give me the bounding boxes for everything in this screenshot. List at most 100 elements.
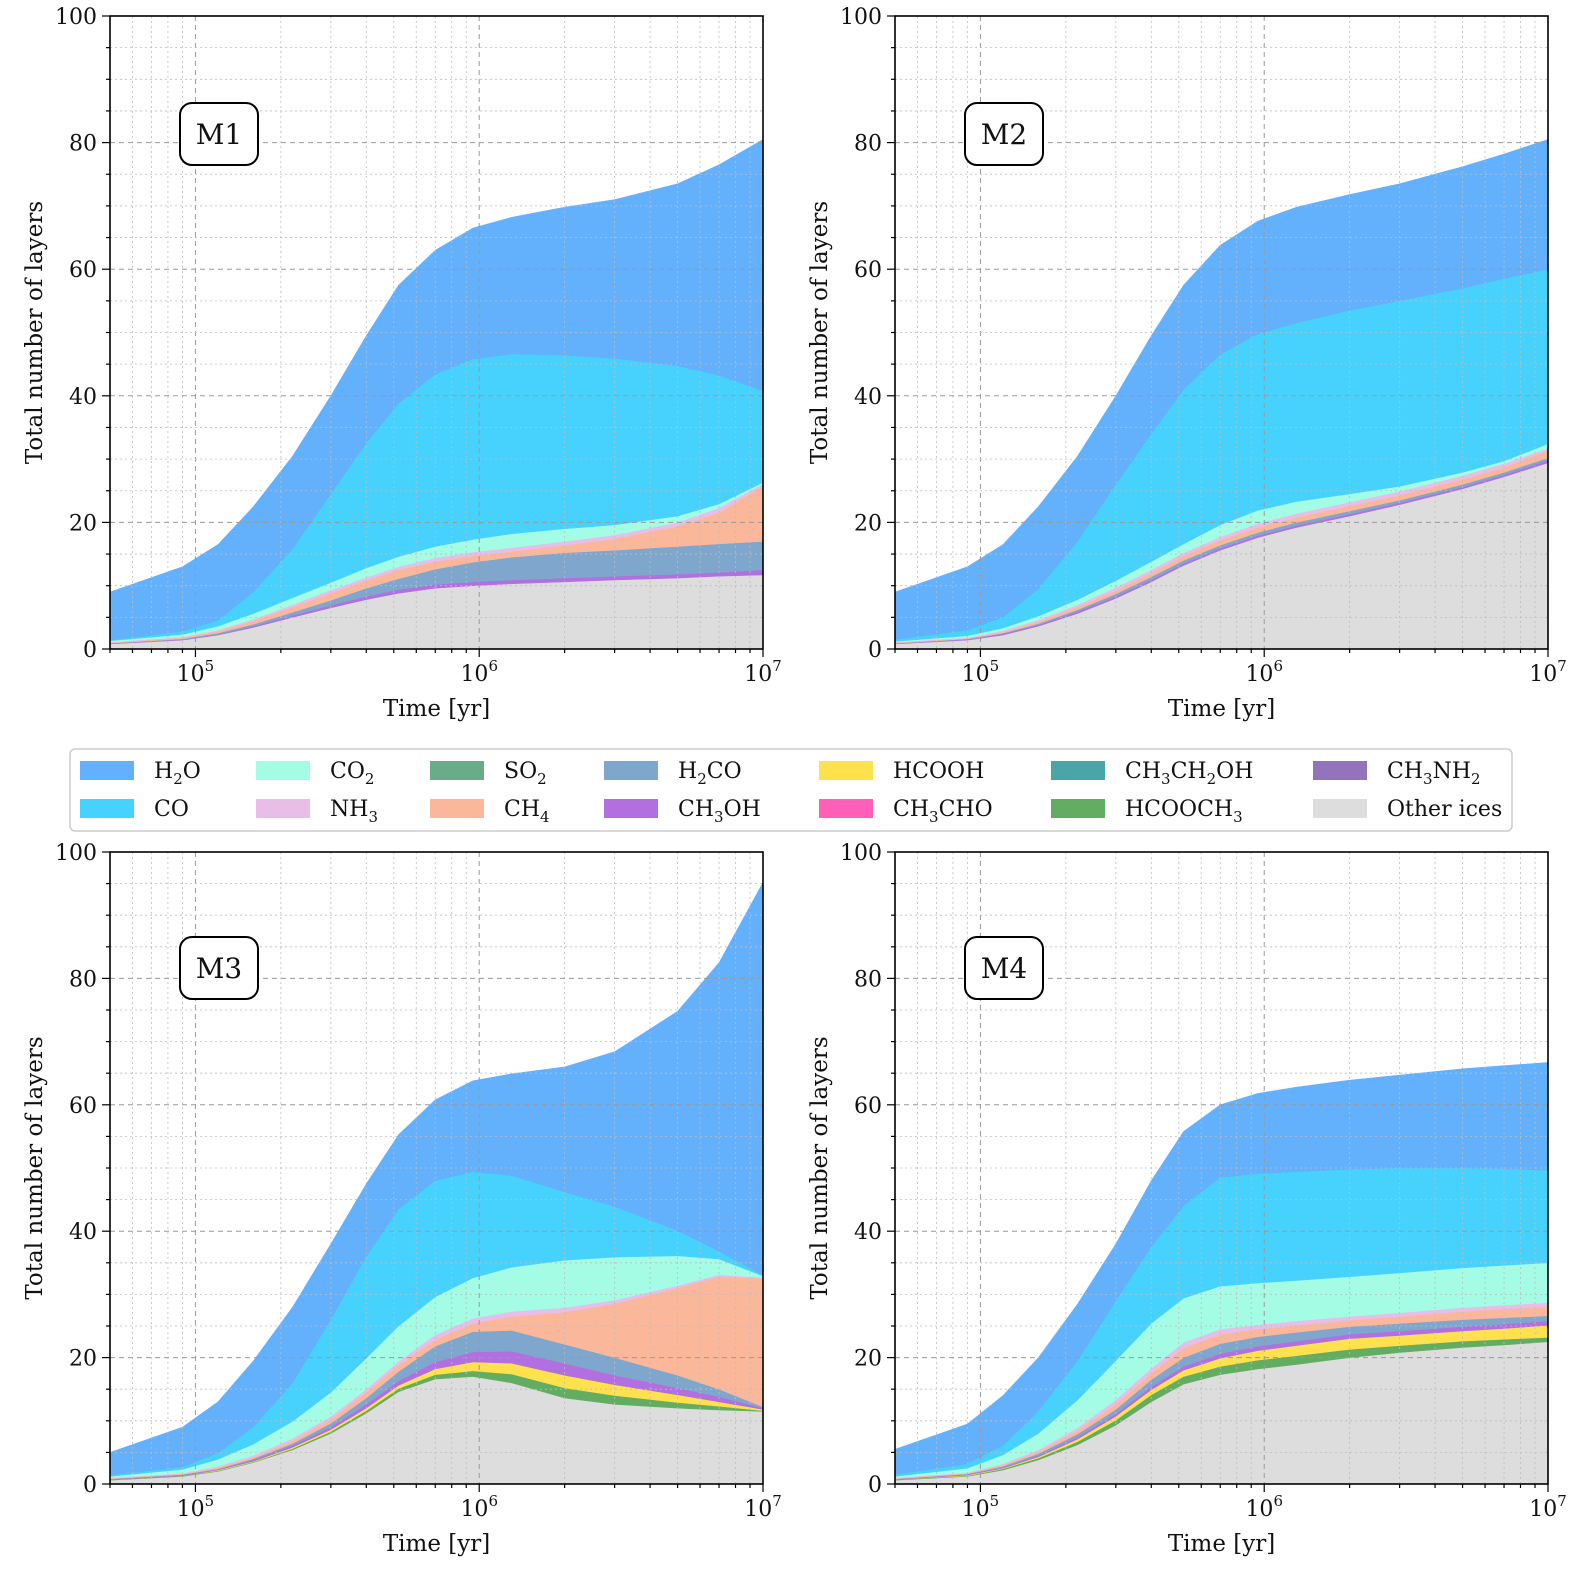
x-axis-label: Time [yr] — [383, 1531, 490, 1557]
legend-label: SO2 — [504, 759, 547, 788]
grid — [110, 852, 763, 1484]
y-tick-label: 20 — [69, 511, 97, 536]
panel-tag-box — [964, 102, 1044, 166]
x-tick-label: 107 — [1529, 1492, 1567, 1522]
legend-item-so2: SO2 — [430, 759, 547, 788]
legend: H2O CO CO2 NH3 SO2 CH4 H2CO CH3OH HCOOH CH3CHO CH3… — [69, 748, 1513, 832]
legend-item-ch3nh2: CH3NH2 — [1313, 759, 1481, 788]
y-tick-label: 100 — [55, 5, 97, 30]
legend-swatch — [256, 799, 310, 818]
y-tick-label: 0 — [83, 638, 97, 663]
y-tick-label: 100 — [840, 841, 882, 866]
y-tick-label: 20 — [854, 1347, 882, 1372]
y-axis-label: Total number of layers — [807, 1036, 833, 1299]
legend-swatch — [819, 761, 873, 780]
legend-swatch — [819, 799, 873, 818]
y-tick-label: 80 — [69, 967, 97, 992]
legend-item-ch3cho: CH3CHO — [819, 797, 993, 826]
legend-swatch — [1313, 799, 1367, 818]
legend-swatch — [80, 761, 134, 780]
legend-item-ch3oh: CH3OH — [604, 797, 761, 826]
legend-item-ch3ch2oh: CH3CH2OH — [1051, 759, 1253, 788]
panel-m3: 0 20 40 60 80 100 105 106 107 Time [yr] Total numb… — [22, 841, 782, 1557]
x-tick-label: 107 — [744, 657, 782, 687]
y-tick-label: 80 — [69, 132, 97, 157]
y-tick-label: 60 — [69, 1094, 97, 1119]
x-tick-label: 106 — [1245, 1492, 1283, 1522]
legend-label: CH3NH2 — [1387, 759, 1481, 788]
panel-m1: 0 20 40 60 80 100 105 106 107 Time [yr] Total numb… — [22, 5, 782, 722]
x-tick-label: 107 — [1529, 657, 1567, 687]
legend-label: H2CO — [678, 759, 742, 788]
y-axis-label: Total number of layers — [807, 201, 833, 464]
x-axis-label: Time [yr] — [1168, 696, 1275, 722]
legend-label: HCOOCH3 — [1125, 797, 1243, 826]
x-tick-label: 105 — [962, 657, 1000, 687]
y-axis-label: Total number of layers — [22, 1036, 48, 1299]
panel-tag: M4 — [964, 936, 1044, 1000]
panel-tag-label: M2 — [981, 118, 1027, 151]
y-tick-label: 20 — [854, 511, 882, 536]
panel-tag: M1 — [179, 102, 259, 166]
plot-frame — [109, 15, 764, 650]
y-tick-label: 40 — [69, 385, 97, 410]
legend-label: CH3CHO — [893, 797, 993, 826]
legend-swatch — [430, 761, 484, 780]
legend-swatch — [430, 799, 484, 818]
x-tick-label: 107 — [744, 1492, 782, 1522]
legend-swatch — [256, 761, 310, 780]
panel-tag-box — [964, 936, 1044, 1000]
y-tick-label: 80 — [854, 132, 882, 157]
legend-item-other-ices: Other ices — [1313, 797, 1502, 822]
x-axis-label: Time [yr] — [383, 696, 490, 722]
legend-label: HCOOH — [893, 759, 984, 784]
plot-frame — [894, 15, 1549, 650]
legend-item-ch4: CH4 — [430, 797, 550, 826]
y-axis-label: Total number of layers — [22, 201, 48, 464]
legend-item-hcooch3: HCOOCH3 — [1051, 797, 1243, 826]
legend-item-h2o: H2O — [80, 759, 201, 788]
area-layers — [894, 139, 1549, 650]
plot-frame — [109, 851, 764, 1485]
panel-tag: M3 — [179, 936, 259, 1000]
panel-m2: 0 20 40 60 80 100 105 106 107 Time [yr] Total numb… — [807, 5, 1567, 722]
panel-tag-label: M3 — [196, 952, 242, 985]
grid — [110, 16, 763, 649]
y-tick-label: 60 — [854, 1094, 882, 1119]
y-tick-label: 60 — [854, 258, 882, 283]
y-tick-label: 40 — [854, 385, 882, 410]
legend-swatch — [604, 799, 658, 818]
x-tick-label: 105 — [177, 657, 215, 687]
x-tick-label: 105 — [177, 1492, 215, 1522]
panel-m4: 0 20 40 60 80 100 105 106 107 Time [yr] Total numb… — [807, 841, 1567, 1557]
y-tick-label: 60 — [69, 258, 97, 283]
y-tick-label: 40 — [69, 1220, 97, 1245]
panel-tag: M2 — [964, 102, 1044, 166]
x-tick-label: 106 — [1245, 657, 1283, 687]
legend-item-co: CO — [80, 797, 189, 822]
panel-tag-label: M1 — [196, 118, 242, 151]
y-tick-label: 0 — [868, 1473, 882, 1498]
legend-swatch — [80, 799, 134, 818]
y-tick-label: 20 — [69, 1347, 97, 1372]
panel-tag-label: M4 — [981, 952, 1027, 985]
x-axis-label: Time [yr] — [1168, 1531, 1275, 1557]
legend-item-h2co: H2CO — [604, 759, 742, 788]
legend-label: H2O — [154, 759, 201, 788]
legend-swatch — [604, 761, 658, 780]
panel-tag-box — [179, 102, 259, 166]
x-tick-label: 106 — [460, 657, 498, 687]
legend-label: CO — [154, 797, 189, 822]
legend-item-co2: CO2 — [256, 759, 374, 788]
x-tick-label: 105 — [962, 1492, 1000, 1522]
legend-label: Other ices — [1387, 797, 1502, 822]
y-tick-label: 100 — [55, 841, 97, 866]
legend-label: NH3 — [330, 797, 378, 826]
x-tick-label: 106 — [460, 1492, 498, 1522]
panel-tag-box — [179, 936, 259, 1000]
legend-item-hcooh: HCOOH — [819, 759, 984, 784]
legend-label: CH3OH — [678, 797, 761, 826]
legend-item-nh3: NH3 — [256, 797, 378, 826]
y-tick-label: 0 — [868, 638, 882, 663]
